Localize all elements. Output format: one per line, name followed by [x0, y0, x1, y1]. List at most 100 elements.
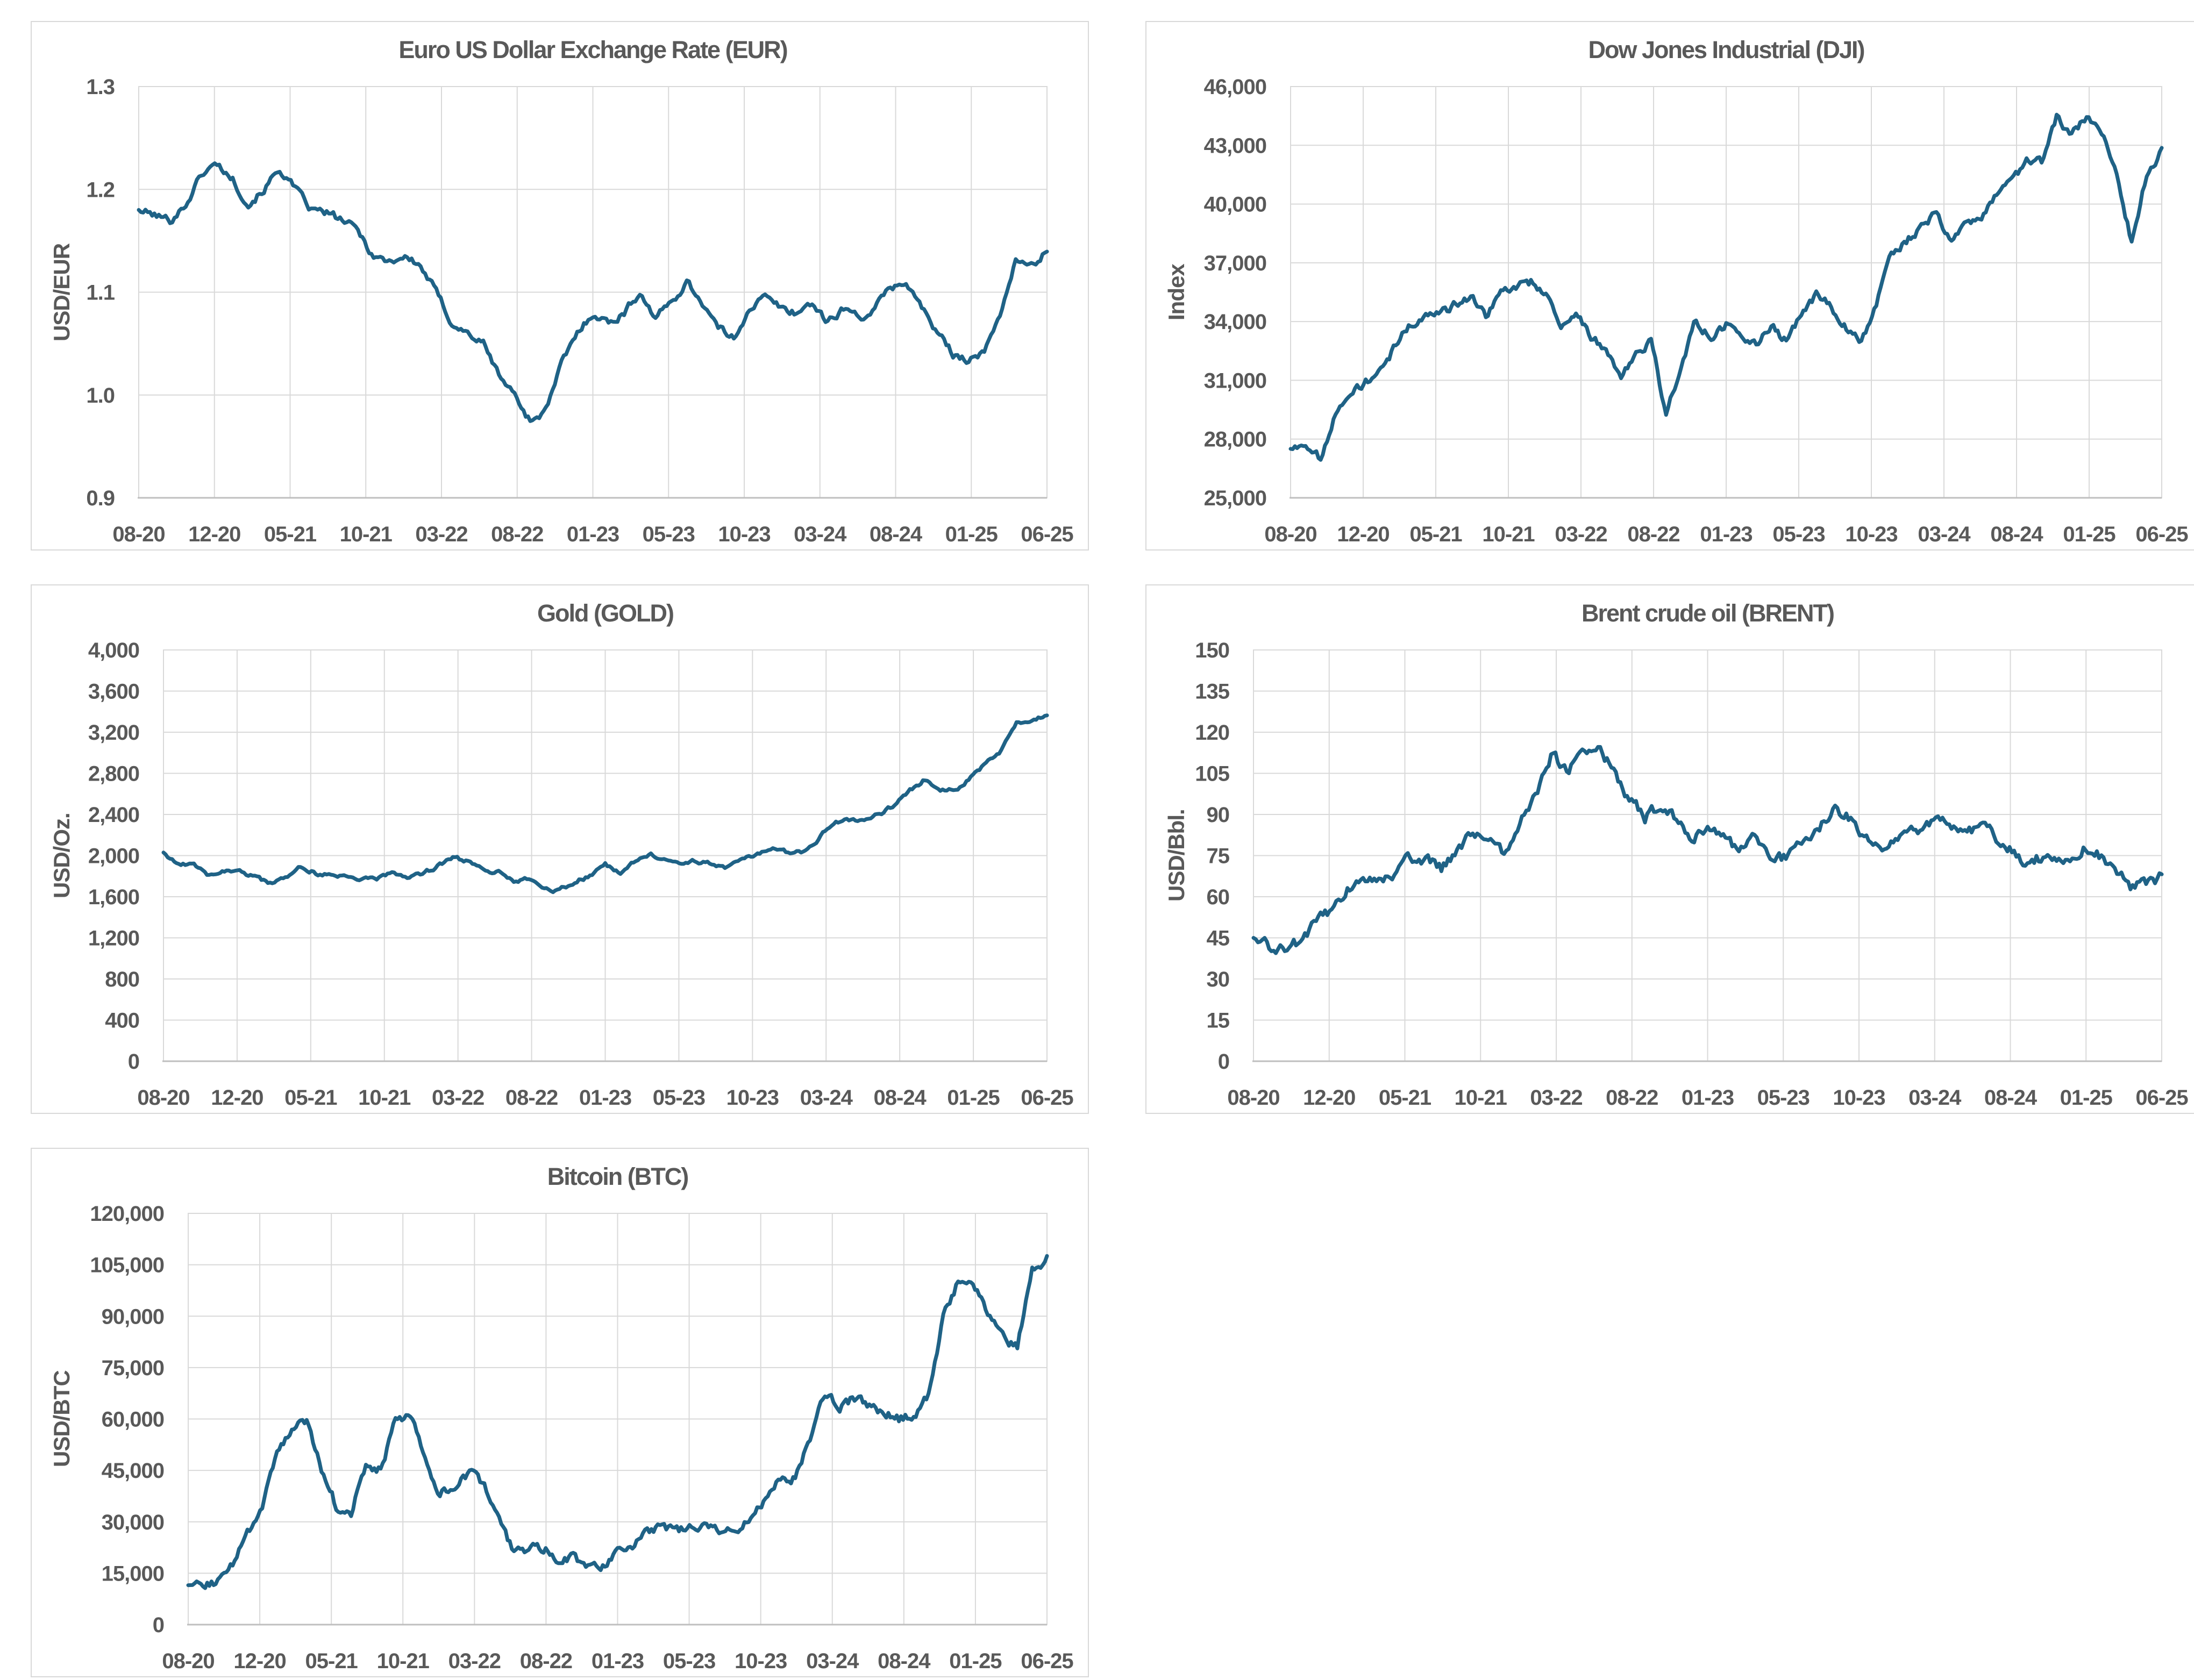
chart-title-btc: Bitcoin (BTC) [547, 1163, 689, 1190]
y-tick-label: 1.2 [86, 178, 115, 202]
y-tick-label: 2,800 [88, 762, 139, 786]
y-tick-label: 60,000 [102, 1408, 164, 1432]
x-tick-label: 06-25 [1021, 1649, 1073, 1673]
x-tick-label: 03-22 [415, 523, 467, 546]
y-tick-label: 43,000 [1204, 134, 1266, 158]
x-tick-label: 05-23 [653, 1086, 705, 1110]
x-tick-label: 06-25 [2135, 1086, 2188, 1110]
x-tick-label: 10-21 [1455, 1086, 1507, 1110]
x-tick-label: 03-22 [1555, 523, 1607, 546]
y-tick-label: 37,000 [1204, 252, 1266, 275]
x-tick-label: 10-23 [726, 1086, 779, 1110]
y-tick-label: 0.9 [86, 487, 115, 510]
y-tick-label: 40,000 [1204, 193, 1266, 217]
dji-line-chart: 08-20 12-20 05-21 10-21 03-22 08-22 01-23 05-23… [1204, 75, 2189, 546]
y-tick-label: 0 [153, 1613, 164, 1637]
x-tick-label: 10-23 [1845, 523, 1897, 546]
x-tick-label: 10-21 [377, 1649, 430, 1673]
x-tick-label: 01-25 [949, 1649, 1002, 1673]
y-tick-label: 1.3 [86, 75, 115, 99]
x-tick-label: 08-22 [520, 1649, 572, 1673]
y-tick-label: 30 [1207, 968, 1230, 991]
x-tick-label: 03-22 [448, 1649, 501, 1673]
gold-series-line [161, 713, 1049, 895]
y-tick-label: 1,200 [88, 927, 139, 950]
x-tick-label: 12-20 [1337, 523, 1389, 546]
x-tick-label: 03-24 [1918, 523, 1971, 546]
y-tick-label: 2,400 [88, 803, 139, 827]
btc-series-line [186, 1254, 1049, 1590]
x-tick-label: 10-21 [1482, 523, 1535, 546]
chart-panel-dji: Dow Jones Industrial (DJI) Index 08-20 12… [1145, 21, 2194, 551]
chart-title-dji: Dow Jones Industrial (DJI) [1588, 36, 1865, 63]
x-tick-label: 05-21 [1379, 1086, 1431, 1110]
x-tick-label: 03-24 [794, 523, 847, 546]
chart-panel-gold: Gold (GOLD) USD/Oz. 08-20 12-20 05-21 10-21… [31, 584, 1089, 1114]
x-tick-label: 01-25 [2060, 1086, 2113, 1110]
x-tick-label: 05-23 [663, 1649, 715, 1673]
x-tick-label: 05-21 [264, 523, 317, 546]
brent-series-line [1251, 745, 2164, 955]
gold-line-chart: 08-20 12-20 05-21 10-21 03-22 08-22 01-23 05-23… [88, 639, 1074, 1110]
x-tick-label: 10-21 [340, 523, 393, 546]
y-tick-label: 105,000 [90, 1254, 164, 1277]
x-tick-label: 05-23 [1772, 523, 1825, 546]
y-tick-label: 400 [105, 1009, 139, 1033]
y-tick-label: 1.1 [86, 281, 115, 305]
x-tick-label: 01-25 [2063, 523, 2115, 546]
x-tick-label: 03-22 [1530, 1086, 1582, 1110]
x-tick-label: 08-22 [491, 523, 543, 546]
x-tick-label: 10-23 [735, 1649, 787, 1673]
x-tick-label: 01-23 [1700, 523, 1752, 546]
x-tick-label: 05-21 [305, 1649, 358, 1673]
y-tick-label: 4,000 [88, 639, 139, 662]
y-tick-label: 0 [128, 1050, 139, 1074]
x-tick-label: 10-23 [718, 523, 770, 546]
chart-title-gold: Gold (GOLD) [537, 599, 674, 627]
x-tick-label: 12-20 [211, 1086, 263, 1110]
y-tick-label: 3,600 [88, 680, 139, 704]
y-tick-label: 31,000 [1204, 369, 1266, 392]
y-tick-label: 90,000 [102, 1305, 164, 1328]
y-tick-label: 150 [1195, 639, 1229, 662]
eur-series-line [137, 161, 1049, 423]
y-tick-label: 120 [1195, 721, 1229, 745]
x-tick-label: 08-22 [505, 1086, 558, 1110]
x-tick-label: 08-20 [1264, 523, 1316, 546]
y-tick-label: 15 [1207, 1009, 1230, 1033]
y-tick-label: 0 [1218, 1050, 1229, 1074]
x-tick-label: 05-23 [1757, 1086, 1810, 1110]
chart-panel-btc: Bitcoin (BTC) USD/BTC 08-20 12-20 05-21 10-… [31, 1148, 1089, 1677]
x-tick-label: 01-25 [947, 1086, 1000, 1110]
x-tick-label: 08-20 [1227, 1086, 1279, 1110]
x-tick-label: 08-24 [870, 523, 923, 546]
x-tick-label: 03-24 [800, 1086, 853, 1110]
y-tick-label: 45 [1207, 927, 1230, 950]
x-tick-label: 03-22 [432, 1086, 484, 1110]
x-tick-label: 08-24 [1990, 523, 2043, 546]
x-tick-label: 01-23 [1682, 1086, 1734, 1110]
x-tick-label: 08-22 [1606, 1086, 1658, 1110]
y-tick-label: 46,000 [1204, 75, 1266, 99]
y-tick-label: 60 [1207, 885, 1230, 909]
y-tick-label: 90 [1207, 803, 1230, 827]
y-tick-label: 2,000 [88, 845, 139, 868]
brent-line-chart: 08-20 12-20 05-21 10-21 03-22 08-22 01-23 05-23… [1195, 639, 2189, 1110]
x-tick-label: 01-23 [579, 1086, 631, 1110]
x-tick-label: 08-20 [137, 1086, 189, 1110]
x-tick-label: 03-24 [806, 1649, 859, 1673]
y-tick-label: 3,200 [88, 721, 139, 745]
x-tick-label: 12-20 [188, 523, 240, 546]
x-tick-label: 05-23 [643, 523, 695, 546]
x-tick-label: 01-23 [592, 1649, 644, 1673]
y-tick-label: 1.0 [86, 384, 115, 408]
x-tick-label: 06-25 [2135, 523, 2188, 546]
x-tick-label: 08-24 [874, 1086, 927, 1110]
y-tick-label: 15,000 [102, 1562, 164, 1585]
chart-panel-eur: Euro US Dollar Exchange Rate (EUR) USD/E… [31, 21, 1089, 551]
y-tick-label: 30,000 [102, 1511, 164, 1534]
x-tick-label: 08-24 [1984, 1086, 2038, 1110]
y-tick-label: 34,000 [1204, 310, 1266, 334]
x-tick-label: 08-22 [1627, 523, 1679, 546]
